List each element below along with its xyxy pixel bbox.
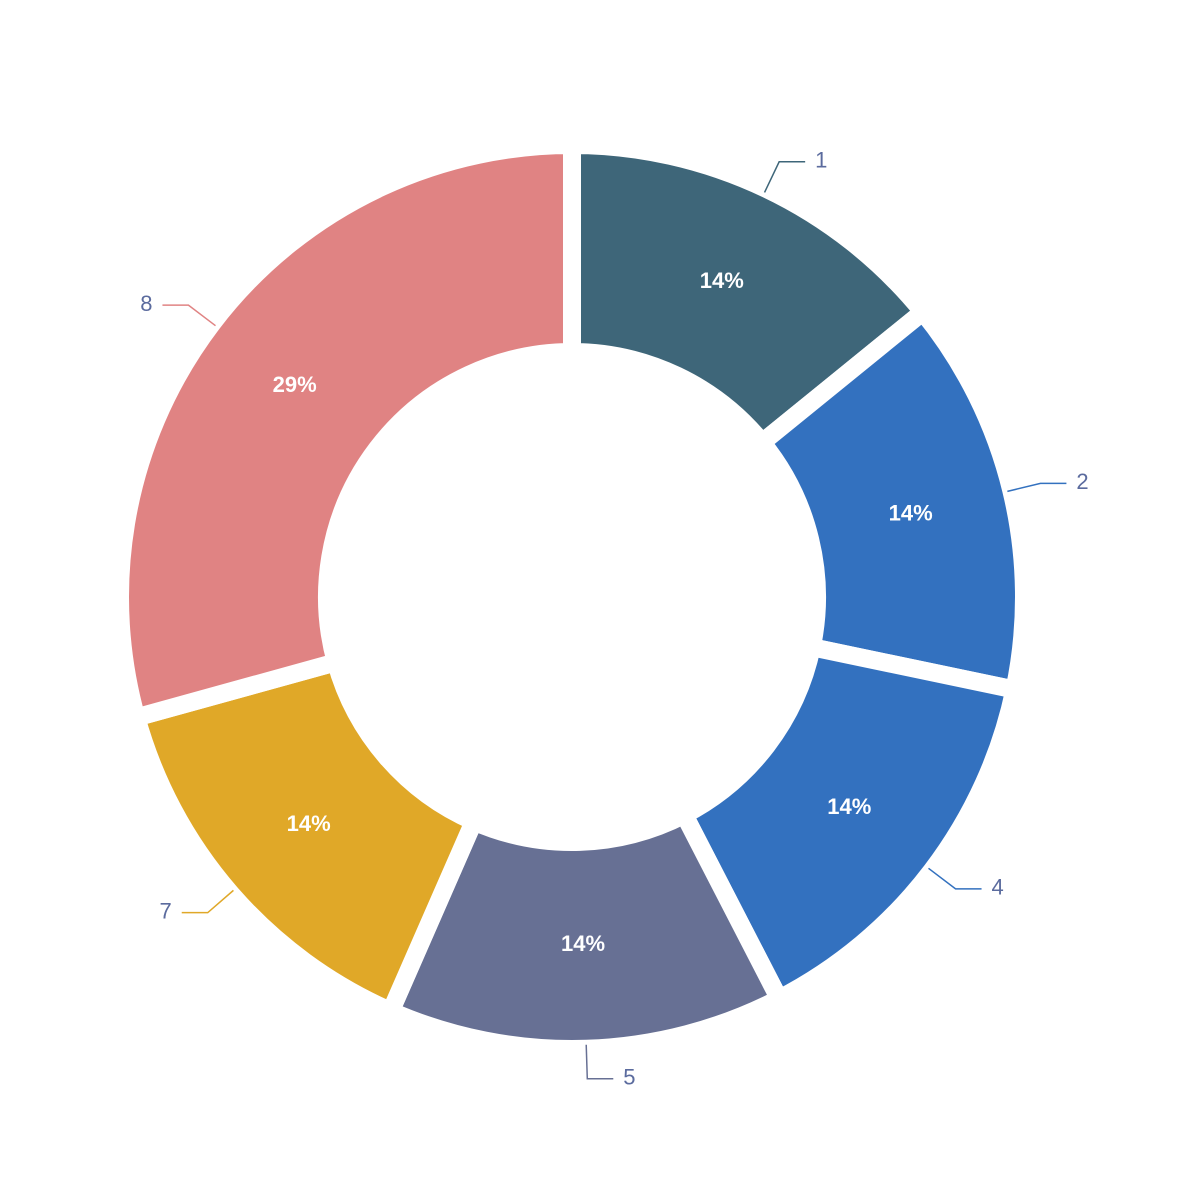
leader-line bbox=[763, 161, 806, 193]
category-label: 1 bbox=[815, 148, 827, 173]
category-label: 2 bbox=[1076, 469, 1088, 494]
slice bbox=[749, 299, 1033, 701]
leader-line bbox=[1007, 482, 1067, 493]
leader-line bbox=[928, 867, 982, 890]
leader-line bbox=[181, 889, 234, 914]
value-label: 29% bbox=[273, 372, 317, 397]
category-label: 4 bbox=[992, 875, 1004, 900]
slice bbox=[378, 802, 792, 1058]
value-label: 14% bbox=[700, 268, 744, 293]
slice bbox=[563, 135, 936, 456]
slice bbox=[111, 135, 581, 729]
category-label: 7 bbox=[159, 898, 171, 923]
value-label: 14% bbox=[561, 931, 605, 956]
category-label: 5 bbox=[623, 1065, 635, 1090]
value-label: 14% bbox=[827, 794, 871, 819]
slice bbox=[672, 636, 1026, 1011]
slice bbox=[125, 651, 486, 1023]
leader-line bbox=[585, 1044, 614, 1080]
category-label: 8 bbox=[140, 291, 152, 316]
leader-line bbox=[162, 304, 216, 327]
value-label: 14% bbox=[287, 811, 331, 836]
value-label: 14% bbox=[889, 501, 933, 526]
